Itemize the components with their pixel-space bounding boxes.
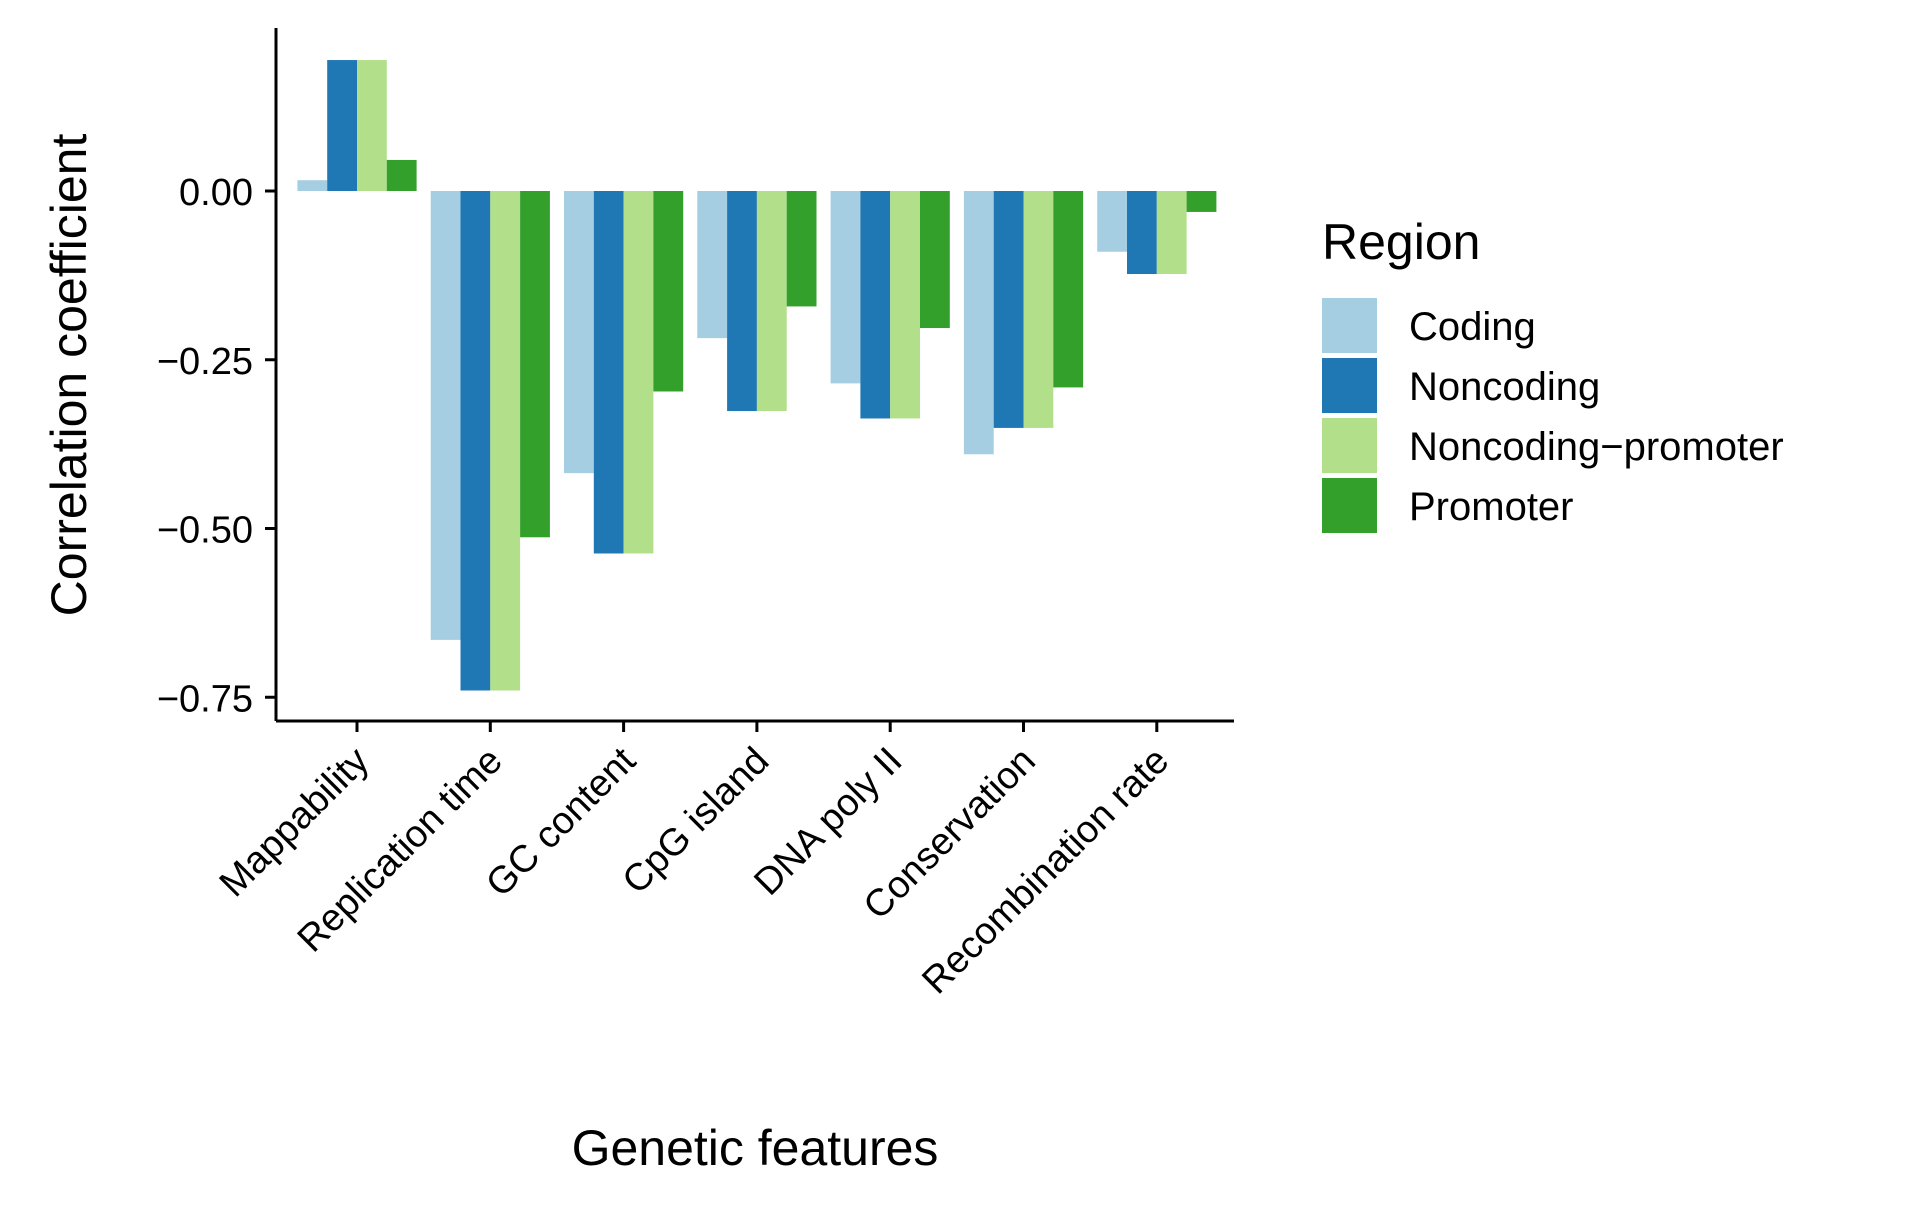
bar-coding-recombination-rate — [1097, 191, 1127, 252]
bar-noncoding-promoter-mappability — [357, 60, 387, 191]
bar-coding-conservation — [963, 191, 994, 455]
bar-promoter-mappability — [386, 159, 417, 191]
bar-noncoding-promoter-cpg-island — [756, 191, 787, 412]
bar-noncoding-recombination-rate — [1127, 191, 1157, 275]
bar-coding-mappability — [297, 180, 328, 191]
bar-coding-cpg-island — [697, 191, 728, 339]
legend: Region Coding Noncoding Noncoding−promoter… — [1322, 214, 1784, 533]
bar-coding-replication-time — [430, 191, 461, 640]
legend-title: Region — [1322, 214, 1480, 270]
bar-coding-dna-poly-ii — [830, 191, 861, 384]
y-tick-label: 0.00 — [179, 172, 253, 214]
y-axis-title: Correlation coefficient — [41, 134, 97, 617]
x-tick-label: Recombination rate — [914, 740, 1177, 1003]
bar-noncoding-promoter-dna-poly-ii — [890, 191, 920, 419]
y-ticks-group: 0.00 −0.25 −0.50 −0.75 — [157, 172, 276, 720]
x-axis-title: Genetic features — [572, 1120, 939, 1176]
bar-noncoding-mappability — [327, 60, 357, 191]
bar-promoter-replication-time — [520, 191, 550, 538]
bar-promoter-recombination-rate — [1186, 191, 1217, 212]
bar-noncoding-conservation — [993, 191, 1024, 428]
bar-promoter-conservation — [1053, 191, 1084, 388]
y-tick-label: −0.25 — [157, 341, 253, 383]
legend-key-noncoding — [1322, 358, 1377, 413]
bar-noncoding-cpg-island — [727, 191, 757, 412]
bar-noncoding-gc-content — [593, 191, 624, 554]
bar-noncoding-promoter-recombination-rate — [1156, 191, 1187, 275]
legend-key-coding — [1322, 298, 1377, 353]
bar-noncoding-promoter-conservation — [1023, 191, 1054, 428]
bar-promoter-gc-content — [653, 191, 684, 392]
bar-noncoding-replication-time — [460, 191, 491, 691]
legend-label: Coding — [1409, 305, 1536, 349]
bar-promoter-cpg-island — [786, 191, 817, 307]
bar-noncoding-promoter-gc-content — [623, 191, 654, 554]
bar-noncoding-dna-poly-ii — [860, 191, 891, 419]
bar-promoter-dna-poly-ii — [920, 191, 950, 329]
y-tick-label: −0.50 — [157, 510, 253, 552]
axes-group — [274, 28, 1234, 723]
legend-label: Promoter — [1409, 485, 1574, 529]
y-tick-label: −0.75 — [157, 678, 253, 720]
legend-label: Noncoding−promoter — [1409, 425, 1784, 469]
legend-key-noncoding-promoter — [1322, 418, 1377, 473]
bar-coding-gc-content — [564, 191, 594, 474]
legend-label: Noncoding — [1409, 365, 1600, 409]
bars-group — [297, 60, 1217, 691]
bar-noncoding-promoter-replication-time — [490, 191, 521, 691]
legend-key-promoter — [1322, 478, 1377, 533]
